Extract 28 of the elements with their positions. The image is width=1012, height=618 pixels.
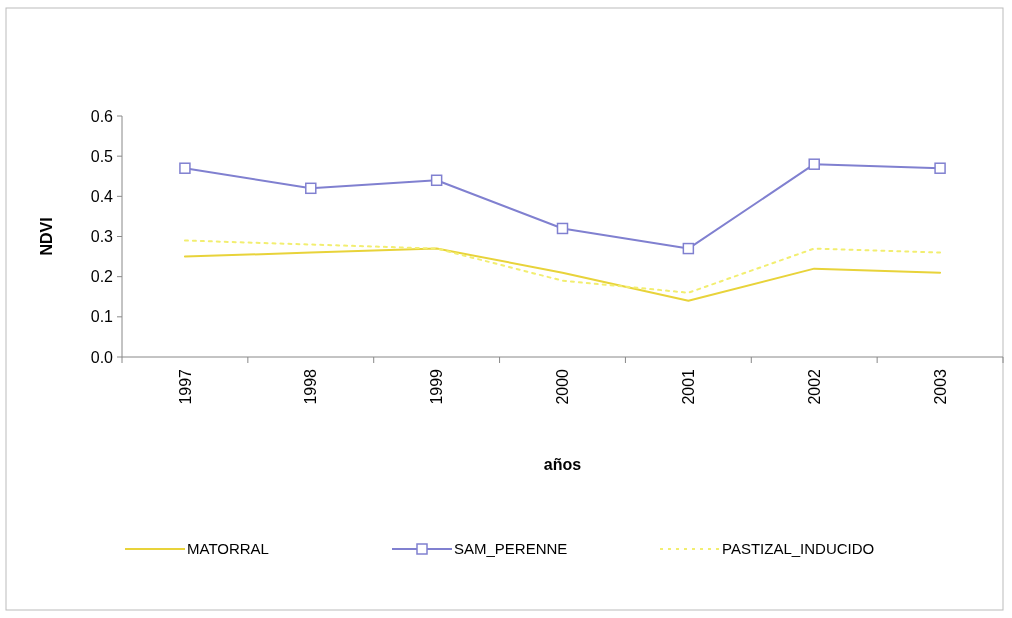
y-tick-label: 0.2 bbox=[90, 268, 114, 286]
y-tick-label: 0.5 bbox=[90, 147, 114, 165]
x-tick-label: 2002 bbox=[805, 368, 823, 405]
point bbox=[430, 174, 443, 187]
x-tick-label: 1999 bbox=[428, 368, 446, 405]
legend-label: SAM_PERENNE bbox=[454, 540, 568, 558]
point bbox=[934, 162, 946, 174]
line-series bbox=[183, 239, 942, 294]
y-tick-label: 0.0 bbox=[90, 348, 114, 366]
point bbox=[179, 162, 191, 174]
x-tick-label: 1997 bbox=[176, 368, 194, 405]
x-axis-title: años bbox=[543, 456, 582, 473]
x-tick-label: 2003 bbox=[931, 368, 949, 405]
y-axis-title: NDVI bbox=[38, 217, 55, 256]
y-tick-label: 0.4 bbox=[90, 187, 114, 205]
point bbox=[682, 242, 695, 255]
point bbox=[808, 158, 820, 170]
point bbox=[556, 222, 569, 235]
point bbox=[305, 182, 317, 195]
y-tick-label: 0.3 bbox=[90, 228, 114, 246]
line-series bbox=[183, 247, 942, 302]
x-tick-label: 1998 bbox=[302, 368, 320, 405]
x-tick-label: 2000 bbox=[554, 368, 572, 405]
y-tick-label: 0.1 bbox=[90, 308, 114, 326]
legend-label: PASTIZAL_INDUCIDO bbox=[722, 540, 875, 558]
y-tick-label: 0.6 bbox=[90, 107, 114, 125]
x-tick-label: 2001 bbox=[679, 368, 697, 405]
legend-label: MATORRAL bbox=[187, 540, 269, 558]
